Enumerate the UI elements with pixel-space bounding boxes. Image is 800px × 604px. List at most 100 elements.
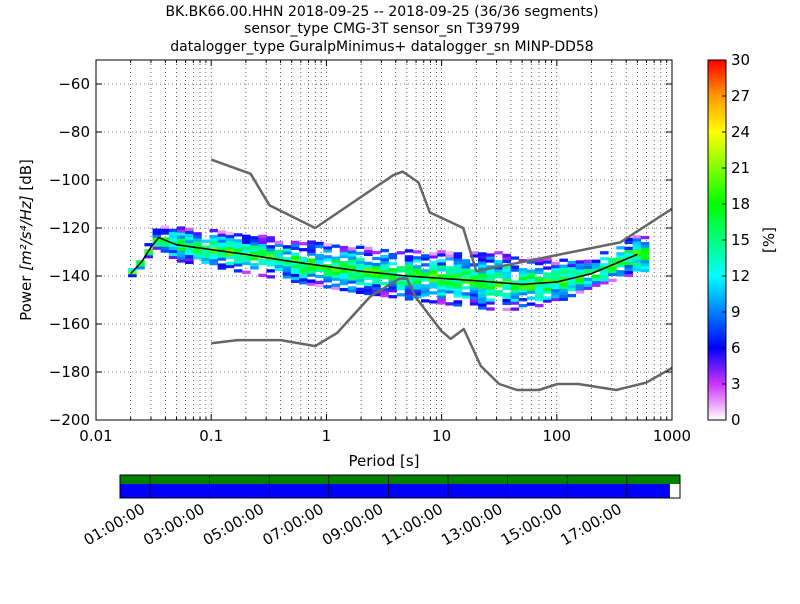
psd-cell [315,262,324,267]
psd-cell [543,287,552,291]
psd-cell [193,244,202,248]
psd-cell [534,270,544,275]
psd-cell [640,250,650,255]
psd-cell [258,246,267,250]
psd-cell [461,280,471,284]
psd-cell [526,287,536,291]
noise-model-line [211,277,672,392]
psd-cell [225,237,235,242]
psd-cell [250,248,259,252]
psd-cell [445,278,454,282]
psd-cell [242,258,251,262]
psd-cell [168,240,178,245]
psd-cell [209,229,219,233]
psd-cell [559,291,568,295]
psd-cell [242,249,251,253]
psd-cell [640,256,650,261]
psd-cell [445,251,454,255]
psd-cell [233,233,243,237]
psd-cell [429,285,438,289]
timeline-tick-label: 05:00:00 [200,500,267,549]
x-axis-label: Period [s] [348,452,419,470]
psd-cell [225,240,235,245]
psd-cell [176,241,186,245]
psd-cell [469,269,479,273]
psd-cell [323,267,332,271]
psd-cell [575,278,585,282]
psd-cell [274,240,284,245]
psd-cell [388,283,398,287]
psd-cell [624,264,634,269]
psd-cell [144,255,153,259]
psd-cell [404,264,414,268]
psd-cell [445,302,454,306]
psd-cell [437,265,446,269]
y-axis-label: Power [m²/s⁴/Hz] [dB] [17,159,35,321]
title-line: datalogger_type GuralpMinimus+ datalogge… [170,39,593,55]
psd-cell [217,242,227,246]
psd-cell [258,261,267,265]
psd-cell [526,302,536,306]
psd-cell [478,276,487,280]
psd-cell [372,292,381,297]
psd-cell [453,288,463,292]
psd-cell [176,232,186,236]
psd-cell [372,280,381,285]
colorbar-tick-label: 30 [731,51,750,69]
psd-cell [298,272,308,276]
psd-cell [185,233,194,238]
psd-cell [315,274,324,279]
psd-cell [559,288,568,292]
y-tick-label: −160 [49,315,90,333]
timeline-tick-label: 07:00:00 [259,500,326,549]
psd-cell [616,264,625,268]
psd-cell [526,290,536,294]
psd-cell [290,270,300,275]
psd-cell [380,281,389,286]
psd-cell [559,258,568,262]
psd-cell [168,246,178,251]
psd-cell [478,261,487,265]
psd-cell [250,266,259,270]
psd-cell [518,304,528,308]
psd-cell [632,247,642,251]
x-tick-label: 1000 [653,427,691,445]
psd-cell [494,293,503,297]
psd-cell [469,293,479,297]
psd-cell [347,277,357,281]
y-tick-label: −100 [49,171,90,189]
psd-cell [478,255,487,259]
psd-cell [624,237,634,242]
psd-cell [534,294,544,299]
psd-cell [185,260,194,265]
psd-cell [616,252,625,256]
psd-cell [266,269,275,273]
psd-cell [551,267,560,272]
psd-cell [168,252,178,257]
psd-cell [575,260,585,264]
psd-cell [266,263,275,267]
psd-cell [233,257,243,261]
psd-cell [437,283,446,287]
psd-cell [421,287,430,291]
psd-cell [632,244,642,248]
psd-cell [469,272,479,276]
psd-cell [388,286,398,290]
psd-cell [307,273,316,277]
psd-cell [323,249,332,253]
psd-cell [364,276,373,281]
psd-cell [543,299,552,303]
psd-cell [339,260,349,265]
psd-cell [364,267,373,272]
psd-cell [437,289,446,293]
psd-cell [298,275,308,279]
psd-cell [453,291,463,295]
psd-cell [233,263,243,267]
psd-cell [412,292,422,296]
psd-cell [551,282,560,287]
psd-cell [502,286,511,291]
psd-cell [502,268,511,273]
psd-cell [534,279,544,284]
psd-cell [429,270,438,274]
psd-cell [176,247,186,251]
